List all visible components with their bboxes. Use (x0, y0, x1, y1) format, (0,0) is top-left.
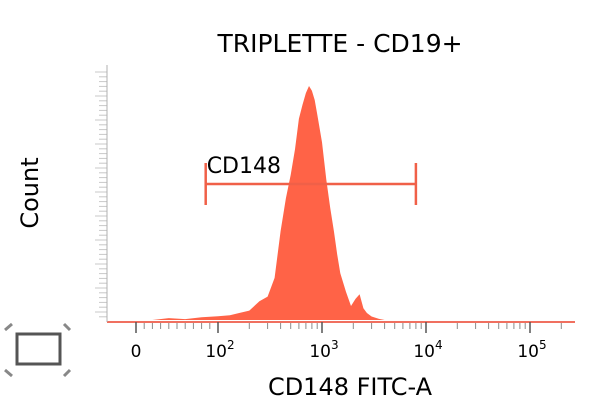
chart-title: TRIPLETTE - CD19+ (216, 29, 462, 58)
histogram-area (152, 86, 385, 320)
x-tick-label: 103 (309, 338, 338, 362)
x-axis-minor-ticks (143, 322, 562, 329)
x-tick-label: 104 (413, 338, 442, 362)
x-tick-label: 105 (517, 338, 546, 362)
y-axis-ticks (95, 71, 107, 318)
gate-cd148: CD148 (204, 154, 418, 205)
x-tick-label: 0 (131, 342, 142, 362)
x-axis-label: CD148 FITC-A (268, 373, 433, 401)
expand-frame-icon[interactable] (4, 322, 72, 378)
x-tick-label: 102 (205, 338, 234, 362)
y-axis-label: Count (16, 157, 44, 228)
x-axis-major-ticks: 0 102 103 104 105 (131, 322, 547, 362)
gate-label: CD148 (207, 154, 281, 179)
